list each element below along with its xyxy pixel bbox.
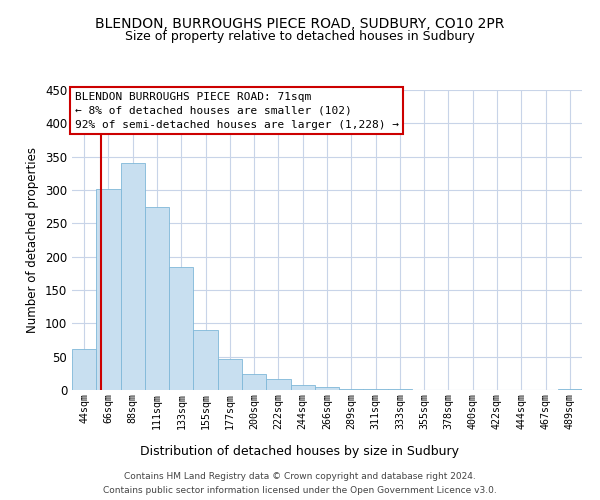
Bar	[364, 388, 388, 390]
Bar	[315, 388, 339, 390]
Text: BLENDON, BURROUGHS PIECE ROAD, SUDBURY, CO10 2PR: BLENDON, BURROUGHS PIECE ROAD, SUDBURY, …	[95, 18, 505, 32]
Bar	[169, 266, 193, 390]
Bar	[72, 348, 96, 390]
Bar	[145, 206, 169, 390]
Bar	[96, 188, 121, 390]
Y-axis label: Number of detached properties: Number of detached properties	[26, 147, 40, 333]
Bar	[339, 388, 364, 390]
Text: Contains HM Land Registry data © Crown copyright and database right 2024.: Contains HM Land Registry data © Crown c…	[124, 472, 476, 481]
Bar	[558, 388, 582, 390]
Bar	[193, 330, 218, 390]
Bar	[121, 164, 145, 390]
Text: Contains public sector information licensed under the Open Government Licence v3: Contains public sector information licen…	[103, 486, 497, 495]
Bar	[290, 384, 315, 390]
Bar	[266, 380, 290, 390]
Text: BLENDON BURROUGHS PIECE ROAD: 71sqm
← 8% of detached houses are smaller (102)
92: BLENDON BURROUGHS PIECE ROAD: 71sqm ← 8%…	[74, 92, 398, 130]
Bar	[218, 360, 242, 390]
Bar	[242, 374, 266, 390]
Text: Size of property relative to detached houses in Sudbury: Size of property relative to detached ho…	[125, 30, 475, 43]
Text: Distribution of detached houses by size in Sudbury: Distribution of detached houses by size …	[140, 444, 460, 458]
